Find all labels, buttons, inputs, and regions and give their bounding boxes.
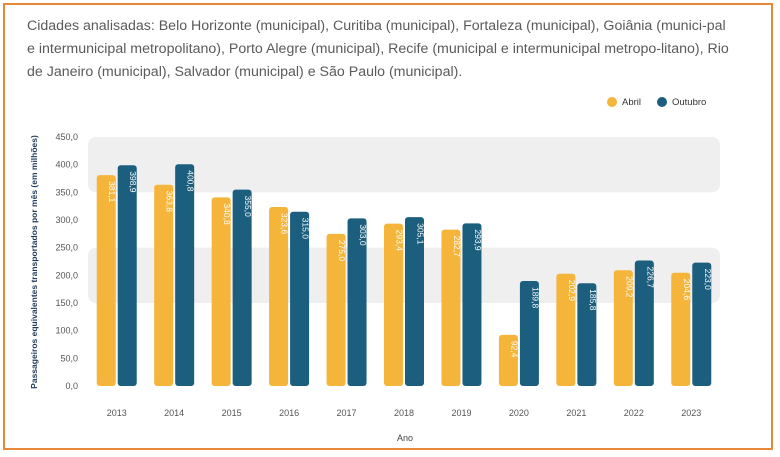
data-label: 189,8	[530, 287, 540, 309]
data-label: 340,8	[222, 203, 232, 225]
data-label: 293,9	[473, 229, 483, 251]
data-label: 303,0	[358, 224, 368, 246]
bar-outubro	[175, 164, 195, 386]
data-label: 282,7	[452, 236, 462, 258]
bar-outubro	[117, 165, 137, 386]
bar-outubro	[405, 217, 424, 386]
bar-abril	[556, 273, 576, 386]
bar-outubro	[519, 280, 539, 386]
y-tick-label: 350,0	[55, 187, 78, 197]
bar-outubro	[634, 260, 654, 386]
bar-abril	[154, 184, 174, 386]
legend-label-outubro: Outubro	[672, 97, 706, 108]
x-tick-label: 2018	[394, 408, 414, 418]
x-tick-label: 2023	[681, 408, 701, 418]
y-tick-label: 300,0	[55, 215, 78, 225]
bar-abril	[671, 272, 691, 386]
data-label: 363,8	[165, 191, 175, 213]
x-tick-label: 2013	[107, 408, 127, 418]
y-tick-label: 250,0	[55, 243, 78, 253]
x-tick-label: 2020	[509, 408, 529, 418]
data-label: 398,9	[128, 171, 138, 193]
legend-label-abril: Abril	[622, 97, 641, 108]
y-tick-label: 100,0	[55, 326, 78, 336]
bar-outubro	[232, 189, 252, 386]
grid-band	[88, 137, 720, 193]
bar-abril	[326, 233, 346, 386]
data-label: 204,6	[682, 279, 692, 301]
legend-marker-outubro	[657, 97, 667, 107]
y-tick-label: 0,0	[65, 381, 78, 391]
bar-outubro	[290, 211, 310, 386]
x-tick-label: 2017	[337, 408, 357, 418]
bar-abril	[211, 197, 231, 386]
x-tick-label: 2015	[222, 408, 242, 418]
y-axis-title: Passageiros equivalentes transportados p…	[29, 135, 39, 389]
data-label: 400,8	[186, 170, 196, 192]
bar-abril	[613, 270, 633, 386]
bar-outubro	[577, 283, 597, 386]
data-label: 92,4	[509, 341, 519, 358]
data-label: 223,0	[703, 269, 713, 291]
x-tick-label: 2022	[624, 408, 644, 418]
data-label: 209,2	[624, 276, 634, 298]
x-axis-title: Ano	[397, 433, 413, 443]
data-label: 185,8	[588, 289, 598, 311]
bar-abril	[96, 175, 116, 386]
y-tick-label: 50,0	[60, 353, 78, 363]
x-tick-label: 2019	[451, 408, 471, 418]
bar-abril	[384, 223, 403, 386]
legend-marker-abril	[607, 97, 617, 107]
bar-abril	[441, 229, 461, 386]
data-label: 381,1	[107, 181, 117, 203]
y-tick-label: 150,0	[55, 298, 78, 308]
data-label: 202,9	[567, 280, 577, 302]
data-label: 305,1	[416, 223, 426, 245]
data-label: 293,4	[395, 230, 405, 252]
data-label: 315,0	[301, 218, 311, 240]
y-tick-label: 200,0	[55, 270, 78, 280]
data-label: 355,0	[243, 196, 253, 218]
y-tick-label: 450,0	[55, 132, 78, 142]
bar-abril	[498, 334, 518, 386]
chart-caption: Cidades analisadas: Belo Horizonte (muni…	[27, 18, 729, 80]
x-tick-label: 2021	[566, 408, 586, 418]
bar-outubro	[347, 218, 367, 386]
data-label: 226,7	[645, 267, 655, 289]
data-label: 275,0	[337, 240, 347, 262]
x-tick-label: 2016	[279, 408, 299, 418]
bar-outubro	[462, 223, 482, 386]
x-tick-label: 2014	[164, 408, 184, 418]
y-tick-label: 400,0	[55, 160, 78, 170]
bar-abril	[269, 206, 289, 386]
bar-outubro	[692, 262, 712, 386]
data-label: 323,6	[280, 213, 290, 235]
